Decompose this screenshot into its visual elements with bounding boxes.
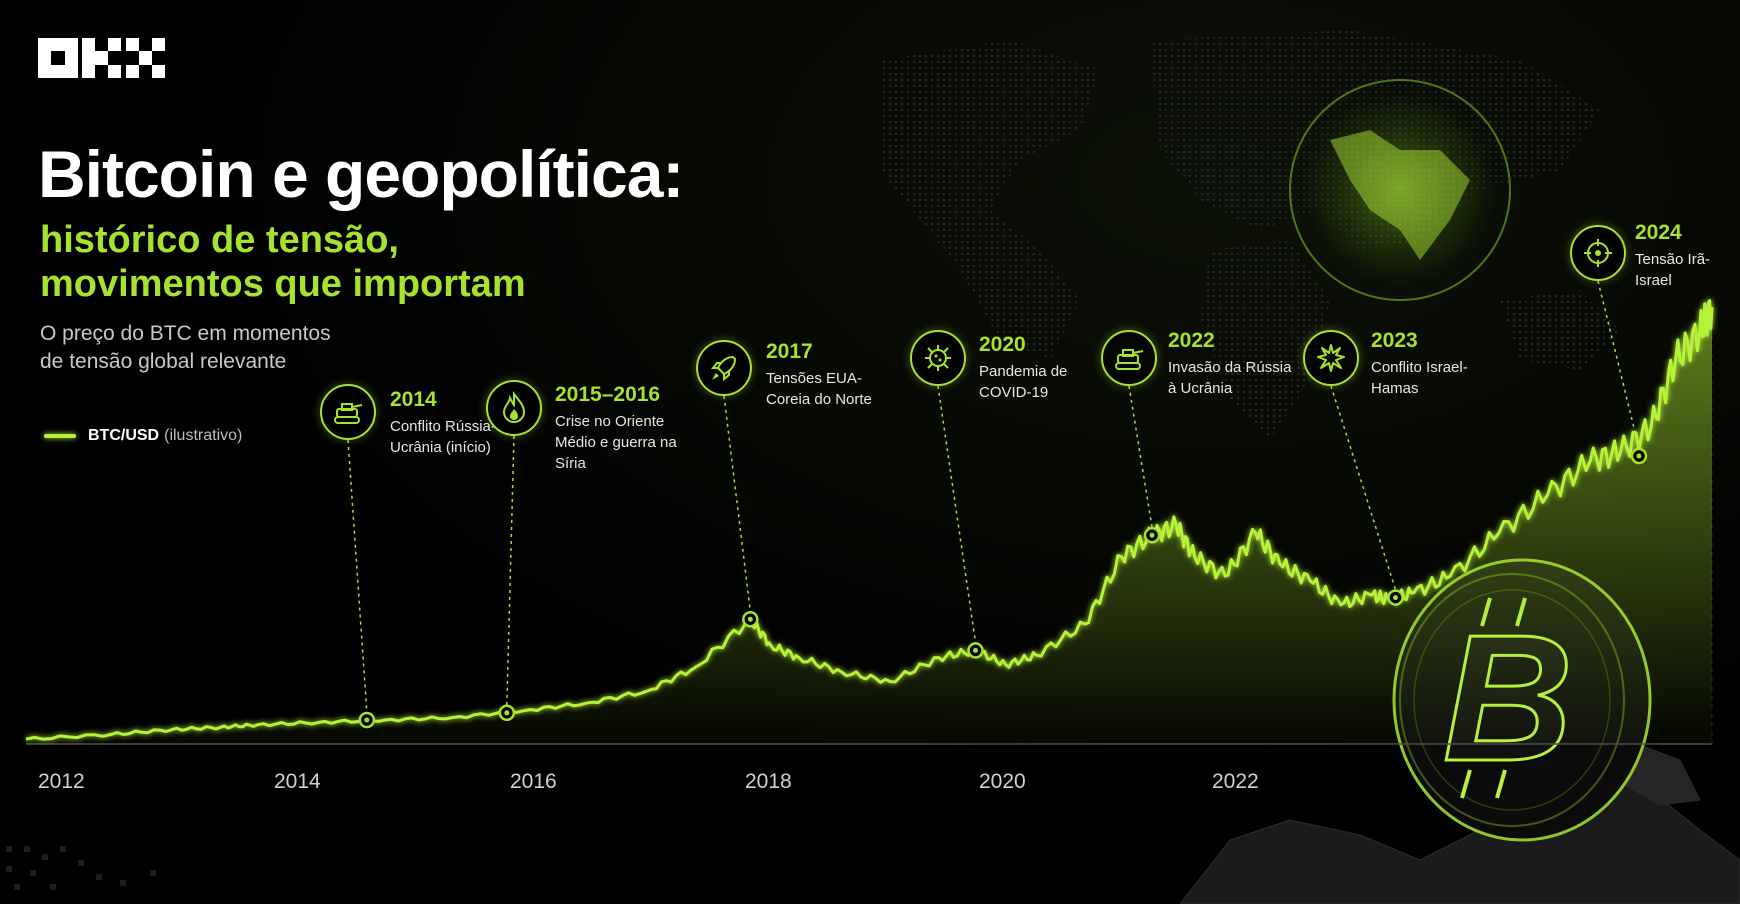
- event-connector-line: [347, 439, 368, 713]
- event-marker-dot: [1392, 595, 1398, 601]
- globe-continent-icon: [1330, 130, 1470, 260]
- event-2015-2016: 2015–2016 Crise no Oriente Médio e guerr…: [555, 383, 685, 474]
- event-marker-dot: [747, 616, 753, 622]
- event-connector-line: [723, 395, 752, 612]
- event-2014: 2014 Conflito Rússia-Ucrânia (início): [390, 388, 520, 458]
- chart-description: O preço do BTC em momentos de tensão glo…: [40, 320, 331, 376]
- event-connector-line: [937, 385, 977, 643]
- dot-pattern-decoration: [6, 846, 156, 890]
- event-2020-virus-icon: [910, 330, 966, 386]
- x-tick-label: 2018: [745, 770, 792, 793]
- event-2014-tank-icon: [320, 384, 376, 440]
- event-marker-dot: [504, 710, 510, 716]
- event-label: Tensão Irã-Israel: [1635, 251, 1711, 289]
- event-marker-dot: [364, 717, 370, 723]
- x-tick-label: 2020: [979, 770, 1026, 793]
- event-2023: 2023 Conflito Israel-Hamas: [1371, 329, 1501, 399]
- x-tick-label: 2014: [274, 770, 321, 793]
- event-label: Invasão da Rússia à Ucrânia: [1168, 359, 1292, 397]
- btc-price-area: [26, 300, 1712, 744]
- event-2024-target-icon: [1570, 225, 1626, 281]
- event-connector-line: [1128, 385, 1153, 528]
- event-2020: 2020 Pandemia de COVID-19: [979, 333, 1109, 403]
- event-2015-fire-icon: [486, 380, 542, 436]
- subtitle-line-2: movimentos que importam: [40, 263, 526, 305]
- globe-icon: [1289, 79, 1511, 301]
- event-year: 2020: [979, 333, 1026, 356]
- event-2022-tank-icon: [1101, 330, 1157, 386]
- event-year: 2015–2016: [555, 383, 661, 406]
- event-year: 2023: [1371, 329, 1418, 352]
- world-map-icon: [880, 30, 1620, 440]
- event-marker-dot: [1636, 453, 1642, 459]
- event-connector-line: [1597, 280, 1640, 449]
- event-label: Crise no Oriente Médio e guerra na Síria: [555, 413, 677, 472]
- event-2017: 2017 Tensões EUA-Coreia do Norte: [766, 340, 896, 410]
- chart-legend: BTC/USD (ilustrativo): [44, 427, 242, 445]
- event-2024: 2024 Tensão Irã-Israel: [1635, 221, 1725, 291]
- event-2017-rocket-icon: [696, 340, 752, 396]
- legend-series-name: BTC/USD: [88, 427, 160, 444]
- event-label: Conflito Rússia-Ucrânia (início): [390, 418, 496, 456]
- x-tick-label: 2016: [510, 770, 557, 793]
- event-label: Tensões EUA-Coreia do Norte: [766, 370, 872, 408]
- event-label: Pandemia de COVID-19: [979, 363, 1068, 401]
- event-connector-line: [1330, 385, 1397, 590]
- event-2022: 2022 Invasão da Rússia à Ucrânia: [1168, 329, 1298, 399]
- btc-price-line: [25, 299, 1714, 741]
- description-line-2: de tensão global relevante: [40, 350, 287, 373]
- event-year: 2024: [1635, 221, 1682, 244]
- legend-series-note: (ilustrativo): [164, 427, 243, 444]
- event-year: 2014: [390, 388, 437, 411]
- event-label: Conflito Israel-Hamas: [1371, 359, 1468, 397]
- event-year: 2017: [766, 340, 813, 363]
- event-marker-dot: [973, 647, 979, 653]
- event-connector-line: [506, 435, 515, 705]
- okx-logo: [38, 38, 165, 78]
- page-title: Bitcoin e geopolítica:: [38, 137, 684, 211]
- x-tick-label: 2012: [38, 770, 85, 793]
- event-2023-explosion-icon: [1303, 330, 1359, 386]
- legend-swatch: [44, 434, 76, 438]
- event-year: 2022: [1168, 329, 1215, 352]
- subtitle-line-1: histórico de tensão,: [40, 219, 399, 261]
- page-subtitle: histórico de tensão, movimentos que impo…: [40, 218, 526, 306]
- x-tick-label: 2022: [1212, 770, 1259, 793]
- description-line-1: O preço do BTC em momentos: [40, 322, 331, 345]
- event-marker-dot: [1149, 532, 1155, 538]
